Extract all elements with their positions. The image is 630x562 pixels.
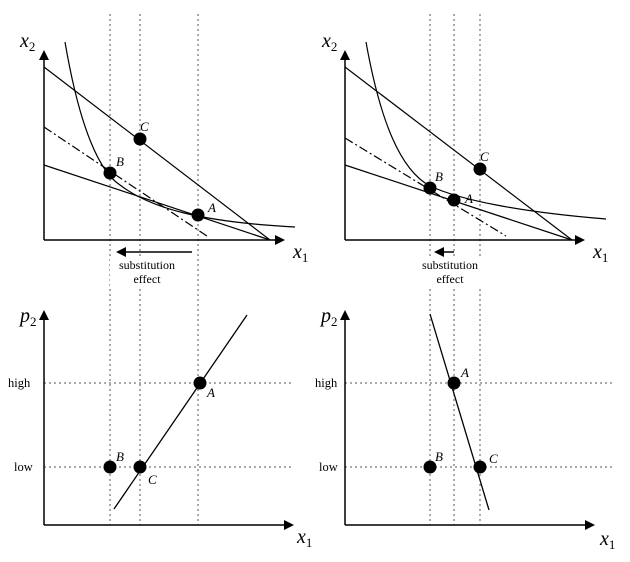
tick-low: low (319, 460, 338, 474)
point-c (133, 132, 147, 146)
point-a (191, 208, 205, 222)
compensated-budget-line (344, 137, 507, 237)
arrow-label-line2: effect (133, 272, 161, 286)
point-c-label: C (140, 119, 149, 134)
point-c-label: C (489, 451, 498, 466)
point-a-label: A (464, 191, 473, 206)
indifference-curve (365, 41, 607, 220)
y-axis-label: p2 (319, 305, 338, 329)
point-c (473, 460, 487, 474)
tick-low: low (14, 460, 33, 474)
y-axis-label: x2 (321, 30, 337, 54)
point-b-label: B (435, 449, 443, 464)
demand-curve (113, 314, 248, 510)
point-a (193, 376, 207, 390)
point-b (423, 181, 437, 195)
point-c-label: C (480, 149, 489, 164)
budget-line-inner (43, 164, 271, 241)
panel-bottom-right: p2 x1 high low A B C (315, 305, 615, 552)
point-b (103, 460, 117, 474)
point-a (447, 193, 461, 207)
point-b-label: B (435, 169, 443, 184)
x-axis-label: x1 (296, 526, 312, 550)
budget-line-outer (43, 66, 271, 241)
point-a-label: A (207, 200, 216, 215)
point-b (423, 460, 437, 474)
point-c (473, 162, 487, 176)
x-axis-label: x1 (599, 528, 615, 552)
budget-line-outer (344, 66, 573, 241)
point-a (447, 376, 461, 390)
x-axis-label: x1 (592, 241, 608, 265)
compensated-budget-line (43, 126, 208, 237)
point-a-label: A (460, 365, 469, 380)
point-a-label: A (206, 385, 215, 400)
point-b (103, 166, 117, 180)
point-b-label: B (116, 154, 124, 169)
panel-top-right: x2 x1 B A C substitution effect (321, 14, 608, 525)
point-c (133, 460, 147, 474)
y-axis-label: x2 (19, 30, 35, 54)
tick-high: high (8, 376, 31, 390)
y-axis-label: p2 (18, 305, 37, 329)
point-c-label: C (148, 472, 157, 487)
point-b-label: B (116, 449, 124, 464)
arrow-label-line1: substitution (119, 258, 175, 272)
arrow-label-line2: effect (436, 272, 464, 286)
price-guide-lines (44, 382, 292, 468)
price-guide-lines (345, 382, 612, 468)
arrow-label-line1: substitution (422, 258, 478, 272)
panel-bottom-left: p2 x1 high low A B C (8, 305, 312, 550)
indifference-curve (64, 41, 296, 228)
x-axis-label: x1 (292, 241, 308, 265)
tick-high: high (315, 376, 338, 390)
arrow-label-bg (413, 257, 491, 287)
arrow-label-bg (110, 257, 188, 287)
panel-top-left: x2 x1 C B A substitution effect (19, 14, 308, 525)
demand-curve (429, 313, 490, 511)
